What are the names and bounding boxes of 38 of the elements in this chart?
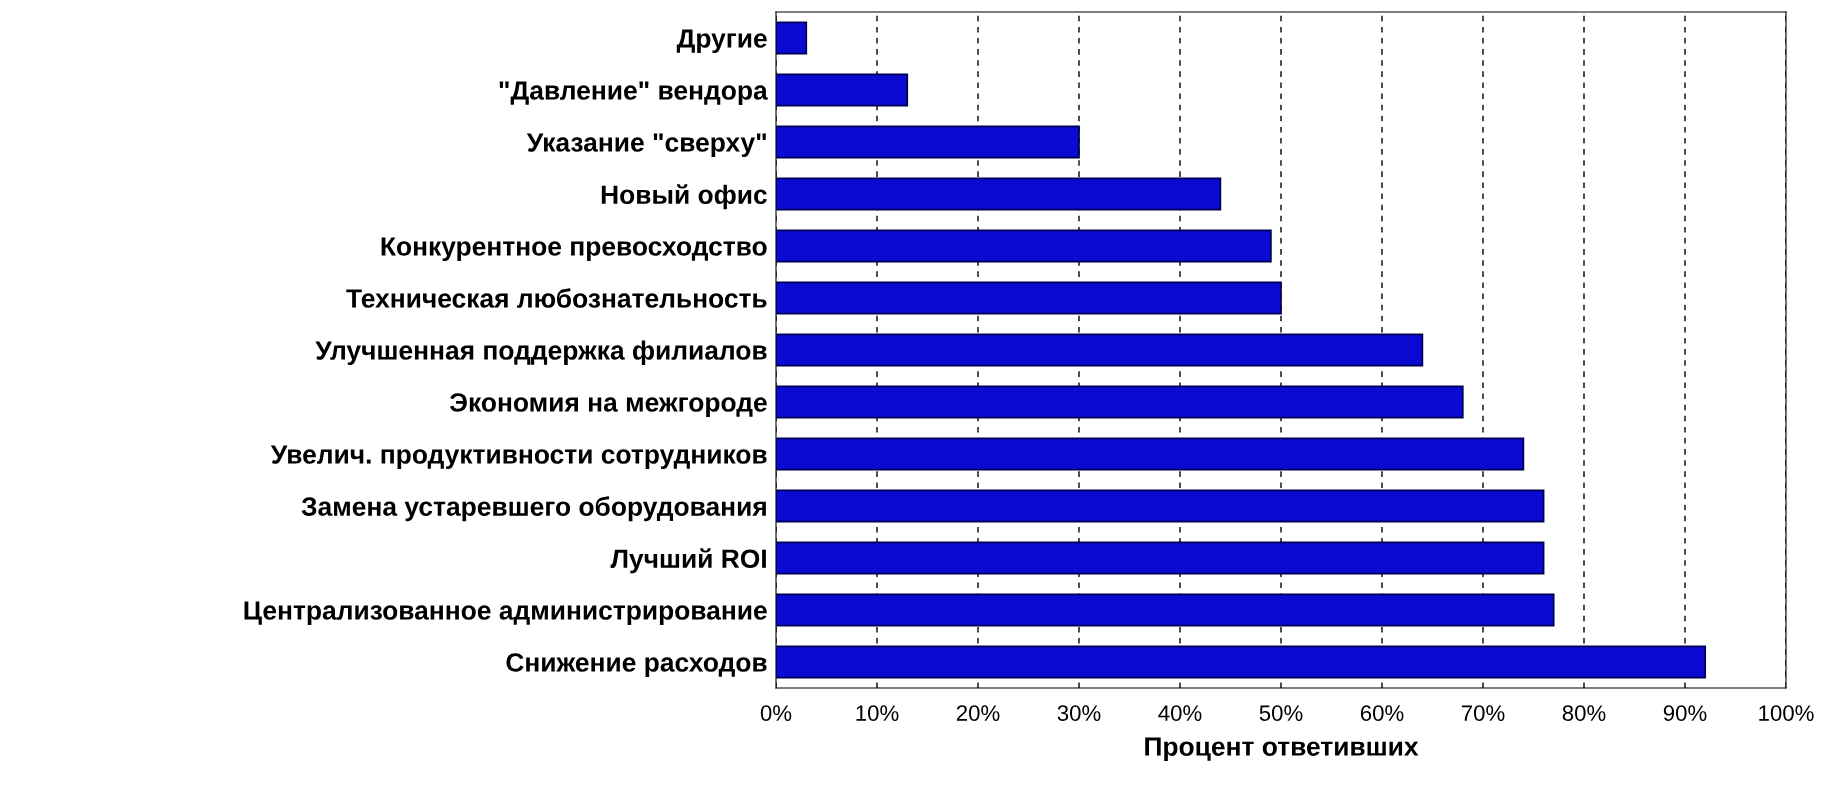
y-tick-label: Лучший ROI: [610, 548, 766, 574]
y-tick-label: Снижение расходов: [506, 653, 767, 678]
y-tick-label: Конкурентное превосходство: [381, 237, 767, 262]
bar: [776, 593, 1555, 627]
x-tick-label: 50%: [1259, 705, 1303, 721]
bar: [776, 281, 1282, 315]
x-tick-label: 0%: [760, 705, 792, 721]
x-tick-label: 10%: [856, 705, 899, 721]
y-tick-label: Новый офис: [601, 184, 767, 210]
x-tick-label: 40%: [1158, 705, 1202, 721]
bar: [776, 437, 1525, 471]
bar: [776, 125, 1080, 159]
x-tick-label: 90%: [1663, 705, 1707, 721]
x-tick-label: 70%: [1461, 705, 1505, 721]
y-tick-label: Другие: [676, 29, 767, 54]
bar: [776, 229, 1272, 263]
y-tick-label: Централизованное администрирование: [244, 601, 767, 626]
bar: [776, 541, 1545, 575]
bar: [776, 21, 808, 55]
y-tick-label: Экономия на межгороде: [449, 393, 767, 418]
bar: [776, 73, 909, 107]
x-tick-label: 30%: [1057, 705, 1101, 721]
x-tick-label: 80%: [1562, 705, 1606, 721]
bar: [776, 385, 1464, 419]
bar: [776, 645, 1707, 679]
bar: [776, 333, 1424, 367]
y-tick-label: Замена устаревшего оборудования: [301, 496, 766, 522]
bar: [776, 177, 1222, 211]
x-tick-label: 60%: [1360, 705, 1404, 721]
x-tick-label: 20%: [956, 705, 1000, 721]
x-axis-title: Процент ответивших: [1145, 737, 1419, 762]
y-tick-label: Увелич. продуктивности сотрудников: [270, 445, 767, 470]
y-tick-label: Указание "сверху": [526, 133, 766, 158]
y-tick-label: Улучшенная поддержка филиалов: [315, 340, 767, 366]
y-tick-label: Техническая любознательность: [346, 288, 767, 308]
x-tick-label: 100%: [1759, 705, 1814, 721]
y-tick-label: "Давление" вендора: [499, 81, 768, 106]
bar: [776, 489, 1545, 523]
